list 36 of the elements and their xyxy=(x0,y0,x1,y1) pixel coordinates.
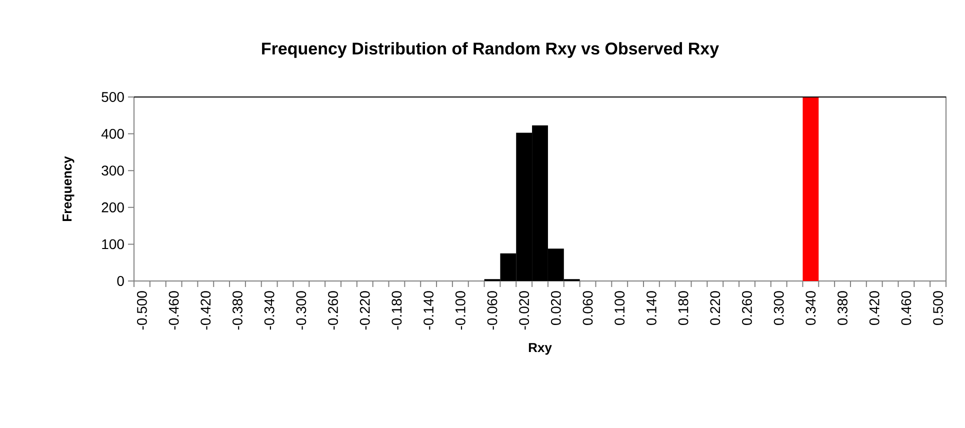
x-tick-label: 0.380 xyxy=(838,291,848,326)
x-tick-label: -0.500 xyxy=(136,291,147,330)
x-tick-label: -0.300 xyxy=(296,291,306,330)
x-tick-label: 0.060 xyxy=(582,291,593,326)
y-tick-label: 500 xyxy=(102,92,124,102)
x-tick-label: 0.340 xyxy=(806,291,816,326)
x-tick-label: 0.220 xyxy=(710,291,720,326)
x-tick-label: 0.420 xyxy=(869,291,880,326)
x-tick-label: 0.260 xyxy=(742,291,752,326)
x-tick-label: -0.420 xyxy=(200,291,211,330)
y-tick-label: 100 xyxy=(102,239,124,250)
x-tick-label: 0.180 xyxy=(678,291,688,326)
x-tick-label: -0.060 xyxy=(487,291,498,330)
x-tick-label: 0.020 xyxy=(550,291,561,326)
chart-title: Frequency Distribution of Random Rxy vs Observed Rxy xyxy=(262,42,719,58)
x-tick-label: 0.140 xyxy=(646,291,656,326)
x-tick-label: -0.100 xyxy=(455,291,466,330)
x-axis-title: Rxy xyxy=(528,343,552,355)
y-tick-label: 300 xyxy=(102,166,124,176)
x-tick-label: -0.180 xyxy=(392,291,402,330)
x-tick-label: -0.140 xyxy=(424,291,434,330)
y-tick-label: 0 xyxy=(117,276,124,286)
x-tick-label: -0.460 xyxy=(168,291,179,330)
y-tick-label: 200 xyxy=(102,202,124,212)
x-tick-label: -0.020 xyxy=(519,291,530,330)
x-tick-label: -0.220 xyxy=(360,291,370,330)
x-tick-label: 0.300 xyxy=(774,291,784,326)
bar xyxy=(802,97,819,281)
x-tick-label: -0.340 xyxy=(264,291,274,330)
x-tick-label: 0.500 xyxy=(933,291,944,326)
y-axis-title: Frequency xyxy=(62,156,74,222)
x-tick-label: -0.380 xyxy=(232,291,242,330)
y-tick-label: 400 xyxy=(101,128,124,139)
x-tick-label: 0.100 xyxy=(614,291,625,326)
x-tick-label: -0.260 xyxy=(328,291,338,330)
x-tick-label: 0.460 xyxy=(901,291,912,326)
